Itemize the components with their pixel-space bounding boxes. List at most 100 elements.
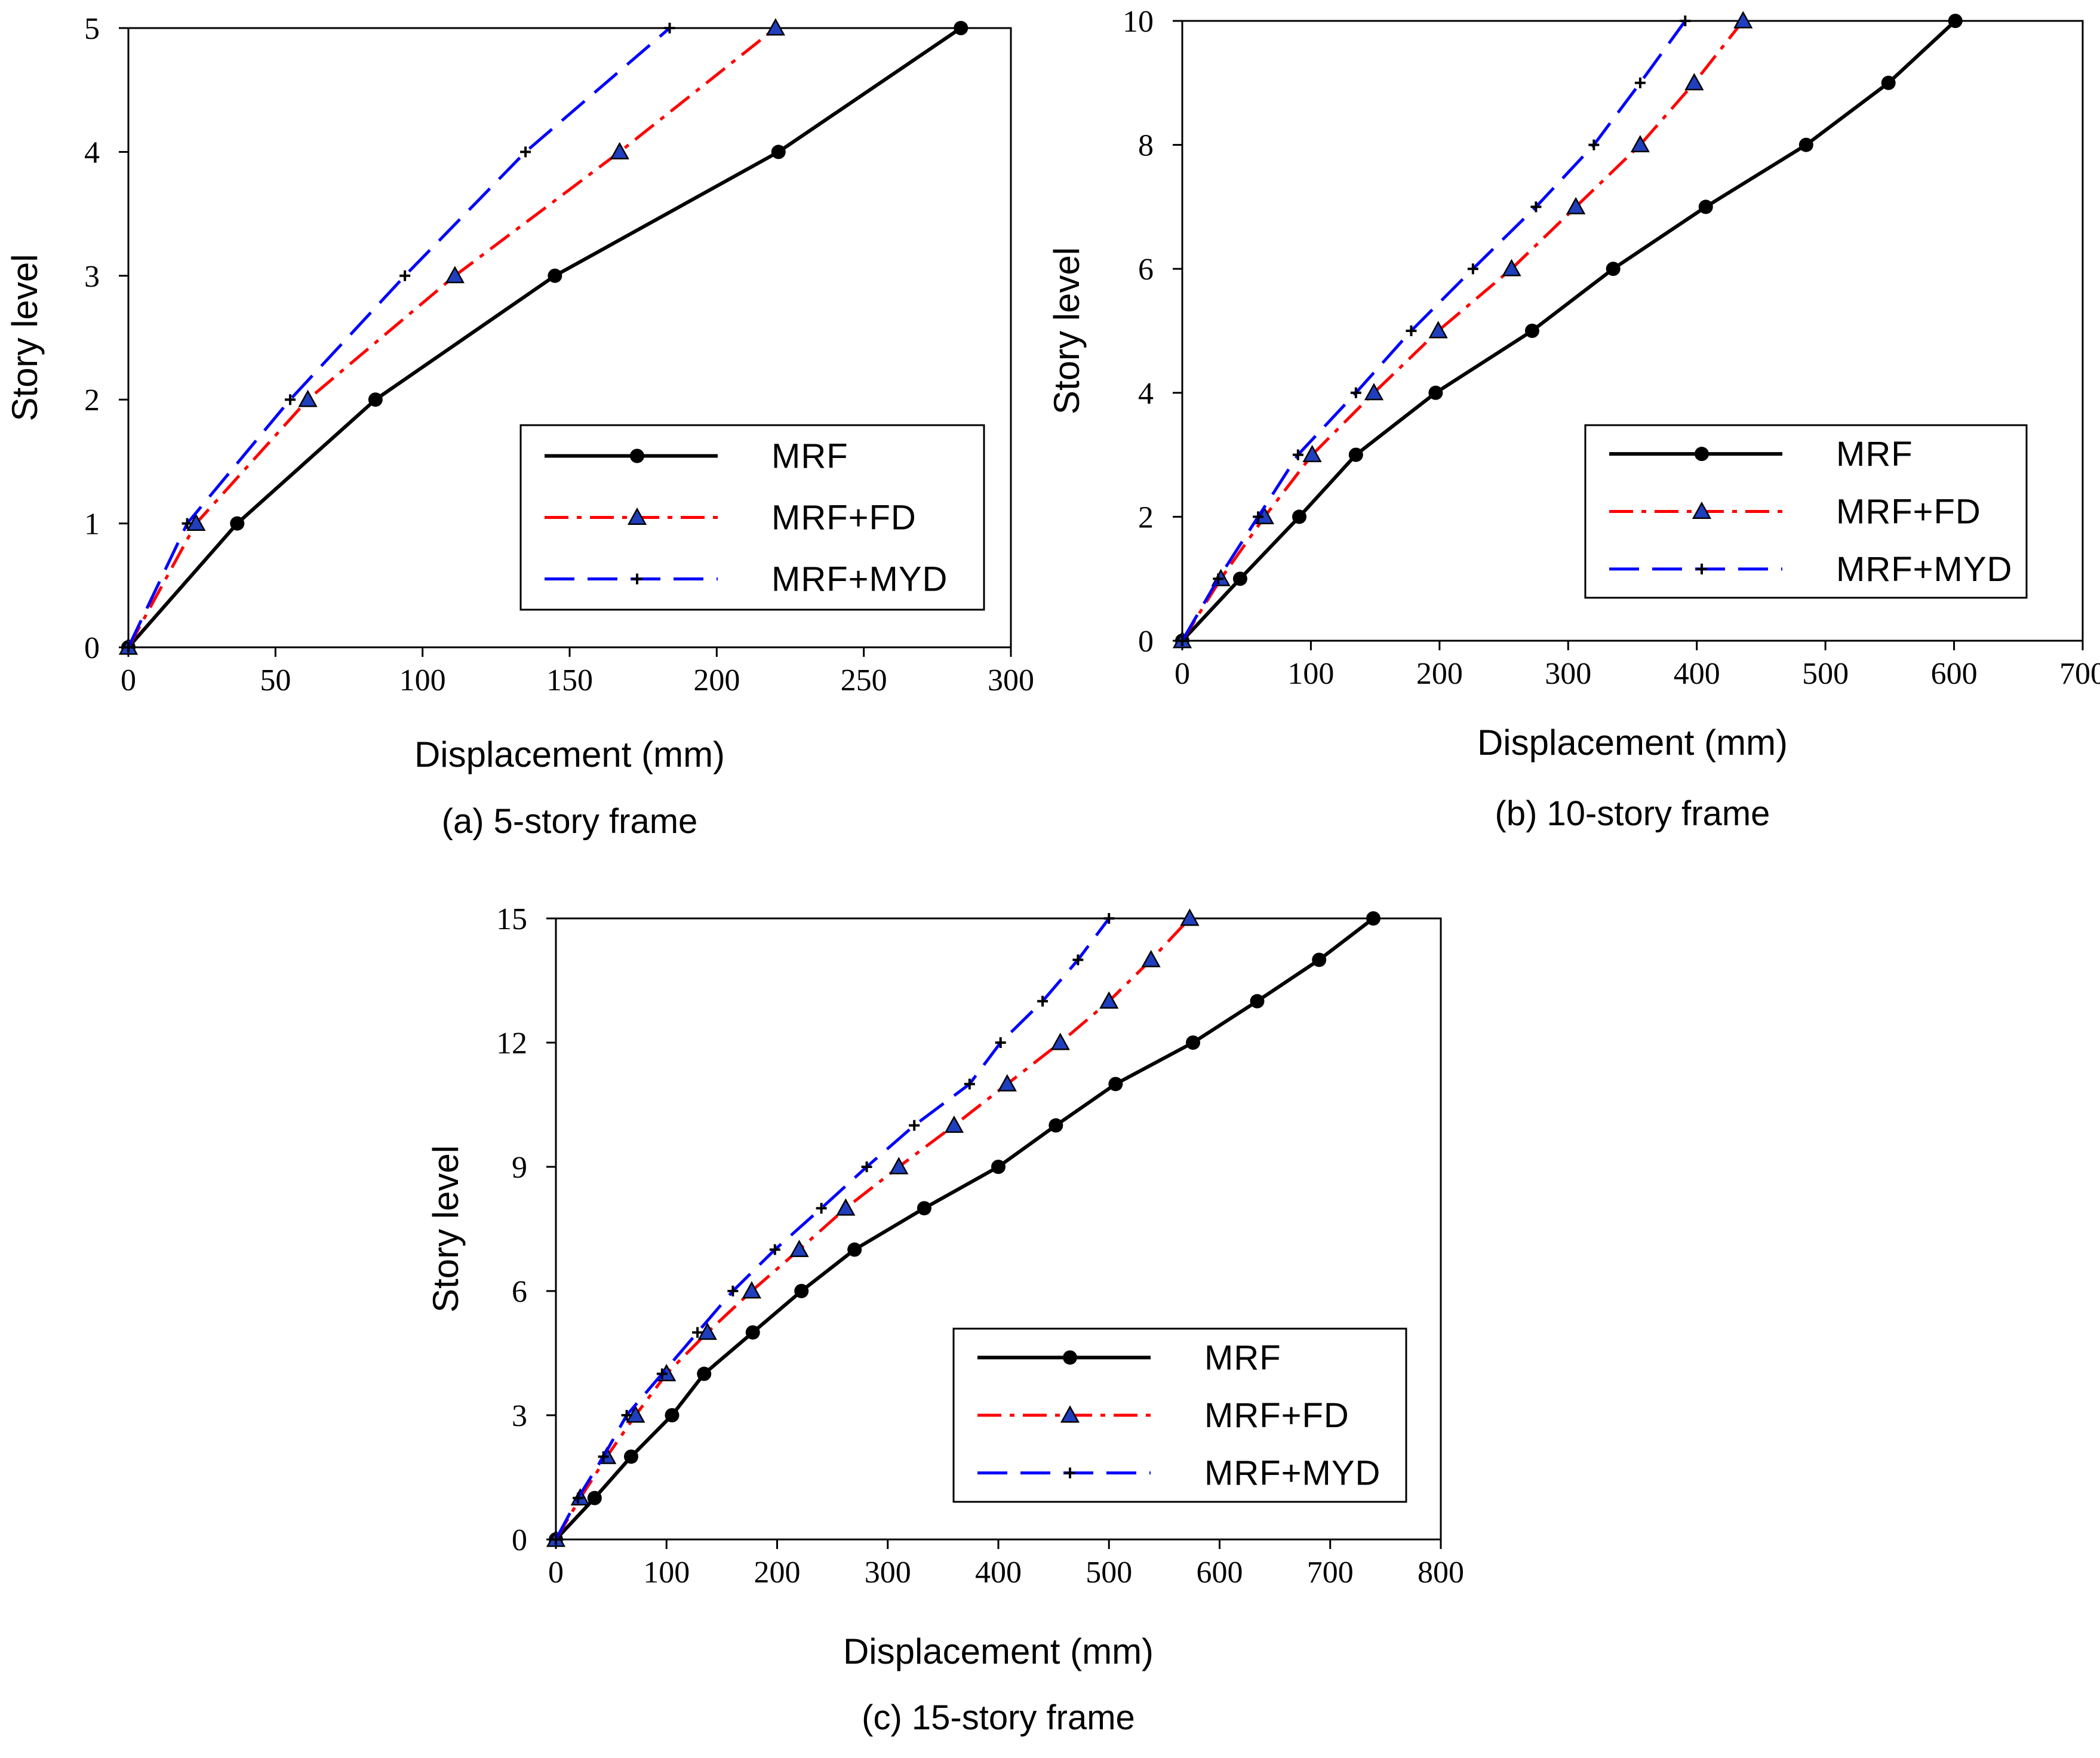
y-tick-label: 5 [84, 12, 100, 46]
series-line-mrf [554, 917, 1375, 1541]
data-point-mrf-myd [1406, 325, 1417, 336]
series-line-mrf-fd [1180, 20, 1745, 642]
legend-marker [627, 507, 647, 525]
x-tick-label: 600 [1197, 1556, 1243, 1590]
data-point-mrf [847, 1242, 862, 1257]
series-line-mrf [127, 26, 962, 649]
x-tick-label: 500 [1802, 657, 1849, 691]
chart-10-story: 0 100 200 300 400 500 600 700 0 2 4 6 8 10 Displacemen… [1047, 5, 2100, 833]
data-point-mrf-myd [1588, 139, 1600, 150]
x-tick-label: 0 [121, 663, 136, 697]
x-tick-label: 700 [2059, 657, 2100, 691]
x-tick-label: 300 [988, 663, 1034, 697]
data-point-mrf-myd [1177, 635, 1188, 646]
data-point-mrf-myd [284, 394, 296, 405]
data-point-mrf-fd [889, 1157, 909, 1175]
data-point-mrf-fd [298, 389, 318, 407]
data-point-mrf [623, 1449, 638, 1464]
data-point-mrf-myd [1037, 995, 1049, 1007]
data-point-mrf-myd [182, 518, 193, 529]
x-tick-label: 150 [546, 663, 593, 697]
panel-caption: (c) 15-story frame [862, 1698, 1135, 1737]
legend-marker [630, 448, 644, 463]
x-tick-label: 200 [754, 1556, 801, 1590]
legend-label: MRF [1836, 435, 1913, 474]
data-point-mrf-myd [1530, 201, 1542, 213]
data-point-mrf [548, 268, 562, 283]
data-point-mrf [745, 1325, 760, 1340]
data-point-mrf-fd [1364, 383, 1384, 401]
x-tick-label: 300 [865, 1556, 911, 1590]
legend-marker [632, 573, 642, 585]
data-point-mrf [1606, 262, 1621, 276]
data-point-mrf [1948, 14, 1963, 28]
x-tick-label: 0 [548, 1556, 564, 1590]
series-line-mrf-fd [554, 917, 1191, 1541]
data-point-mrf [1108, 1077, 1123, 1092]
data-point-mrf-myd [399, 270, 411, 281]
y-tick-label: 0 [84, 631, 100, 665]
data-point-mrf-fd [1302, 445, 1322, 463]
legend-label: MRF+FD [1204, 1396, 1349, 1435]
x-tick-label: 0 [1174, 657, 1190, 691]
data-point-mrf-myd [1072, 954, 1084, 966]
data-point-mrf-myd [995, 1037, 1006, 1048]
data-point-mrf [991, 1160, 1006, 1174]
data-point-mrf-myd [692, 1327, 703, 1338]
y-tick-label: 3 [84, 260, 100, 294]
y-tick-label: 9 [512, 1151, 527, 1185]
data-point-mrf-myd [1292, 449, 1303, 460]
panel-caption: (a) 5-story frame [442, 802, 698, 841]
data-point-mrf [1292, 509, 1307, 524]
data-point-mrf [1524, 324, 1539, 338]
y-tick-label: 4 [84, 136, 100, 170]
legend-marker [1695, 447, 1709, 462]
data-point-mrf [1186, 1035, 1201, 1050]
chart-5-story: 0 50 100 150 200 250 300 0 1 2 3 4 5 Displacement (mm… [5, 12, 1034, 841]
data-point-mrf-myd [769, 1244, 780, 1255]
legend-marker [1063, 1350, 1077, 1365]
data-point-mrf-fd [1566, 196, 1586, 214]
data-point-mrf [917, 1201, 931, 1216]
data-point-mrf [1312, 952, 1327, 967]
data-point-mrf [1250, 994, 1265, 1009]
data-point-mrf-fd [1502, 259, 1521, 276]
legend-marker [1060, 1405, 1080, 1423]
data-point-mrf [1232, 571, 1247, 586]
legend-label: MRF+MYD [771, 560, 948, 599]
data-point-mrf [1798, 137, 1813, 152]
data-point-mrf-fd [445, 266, 465, 284]
y-tick-label: 0 [1138, 625, 1154, 659]
chart-15-story: 0 100 200 300 400 500 600 700 800 0 3 6 9 12 15 Displac… [426, 902, 1464, 1737]
data-point-mrf-myd [664, 23, 675, 33]
x-tick-label: 400 [1674, 657, 1720, 691]
series-line-mrf-myd [554, 917, 1111, 1541]
data-point-mrf-myd [551, 1534, 561, 1545]
data-point-mrf-myd [123, 642, 134, 653]
data-point-mrf-myd [573, 1492, 584, 1504]
data-point-mrf-fd [610, 142, 629, 159]
legend-label: MRF [1204, 1338, 1281, 1377]
y-tick-label: 2 [84, 383, 100, 417]
data-point-mrf [794, 1284, 809, 1298]
y-tick-label: 12 [496, 1026, 527, 1061]
y-tick-label: 4 [1138, 377, 1154, 411]
x-tick-label: 500 [1086, 1556, 1132, 1590]
y-tick-label: 8 [1138, 129, 1154, 163]
y-tick-label: 0 [512, 1523, 527, 1557]
y-tick-label: 2 [1138, 500, 1154, 534]
data-point-mrf-fd [1684, 73, 1704, 91]
x-tick-label: 200 [1416, 657, 1463, 691]
data-point-mrf [1698, 199, 1713, 214]
x-tick-label: 100 [399, 663, 446, 697]
data-point-mrf [1049, 1118, 1063, 1133]
data-point-mrf-myd [909, 1120, 920, 1131]
data-point-mrf-myd [1634, 77, 1646, 88]
y-tick-label: 15 [496, 902, 527, 936]
data-point-mrf-myd [1680, 16, 1691, 26]
x-tick-label: 250 [841, 663, 887, 697]
data-point-mrf [587, 1490, 602, 1505]
data-point-mrf [1366, 911, 1380, 926]
data-point-mrf-fd [1099, 991, 1119, 1009]
